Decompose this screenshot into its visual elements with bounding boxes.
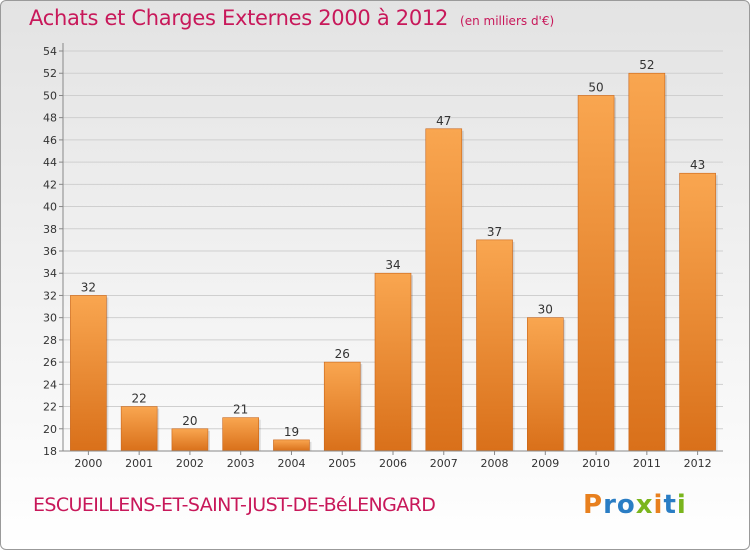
x-tick-label: 2001: [125, 457, 153, 470]
y-tick-label: 38: [43, 223, 57, 236]
x-tick-label: 2004: [277, 457, 305, 470]
bar-2005: [323, 361, 361, 452]
data-label: 30: [538, 303, 553, 317]
y-tick-label: 32: [43, 289, 57, 302]
x-tick-label: 2005: [328, 457, 356, 470]
bar-2012: [679, 172, 716, 452]
bar-2002: [171, 428, 209, 452]
data-label: 52: [639, 58, 654, 72]
proxiti-logo: Proxiti: [583, 490, 687, 520]
data-label: 32: [81, 280, 96, 294]
bar-2010: [577, 95, 615, 452]
bar-2006: [374, 272, 412, 452]
y-tick-label: 54: [43, 45, 57, 58]
data-label: 50: [588, 80, 603, 94]
x-tick-label: 2002: [176, 457, 204, 470]
y-tick-label: 18: [43, 445, 57, 458]
y-tick-label: 48: [43, 112, 57, 125]
y-tick-label: 30: [43, 312, 57, 325]
y-tick-label: 22: [43, 401, 57, 414]
y-tick-label: 28: [43, 334, 57, 347]
x-tick-label: 2007: [430, 457, 458, 470]
y-tick-label: 34: [43, 267, 57, 280]
x-tick-label: 2006: [379, 457, 407, 470]
bar-2007: [425, 128, 463, 452]
data-label: 34: [385, 258, 400, 272]
commune-name: ESCUEILLENS-ET-SAINT-JUST-DE-BéLENGARD: [33, 494, 436, 516]
data-label: 26: [335, 347, 350, 361]
y-tick-label: 24: [43, 378, 57, 391]
y-tick-label: 36: [43, 245, 57, 258]
y-tick-label: 20: [43, 423, 57, 436]
bar-2001: [120, 406, 158, 452]
y-tick-label: 42: [43, 178, 57, 191]
bars: [70, 72, 718, 452]
x-tick-label: 2008: [481, 457, 509, 470]
y-tick-label: 46: [43, 134, 57, 147]
bar-2011: [628, 72, 666, 452]
y-tick-label: 50: [43, 89, 57, 102]
logo-letter: t: [663, 490, 677, 520]
x-tick-label: 2010: [582, 457, 610, 470]
x-tick-label: 2000: [74, 457, 102, 470]
y-tick-label: 40: [43, 201, 57, 214]
data-label: 20: [182, 414, 197, 428]
bar-2009: [527, 317, 564, 452]
x-tick-label: 2011: [633, 457, 661, 470]
y-tick-label: 52: [43, 67, 57, 80]
logo-letter: P: [583, 490, 604, 520]
data-label: 22: [132, 392, 147, 406]
data-label: 43: [690, 158, 705, 172]
data-label: 47: [436, 114, 451, 128]
logo-letter: r: [603, 490, 617, 520]
x-tick-label: 2003: [227, 457, 255, 470]
logo-letter: i: [653, 490, 664, 520]
logo-letter: i: [676, 490, 687, 520]
chart-title: Achats et Charges Externes 2000 à 2012 (e…: [29, 6, 554, 30]
data-label: 37: [487, 225, 502, 239]
logo-letter: x: [635, 490, 654, 520]
bar-2008: [476, 239, 513, 452]
x-tick-label: 2009: [531, 457, 559, 470]
title-text: Achats et Charges Externes 2000 à 2012: [29, 6, 449, 30]
bar-2000: [70, 295, 107, 452]
data-label: 21: [233, 403, 248, 417]
y-tick-label: 26: [43, 356, 57, 369]
y-tick-label: 44: [43, 156, 57, 169]
logo-letter: o: [616, 490, 636, 520]
bar-2003: [222, 417, 259, 452]
data-label: 19: [284, 425, 299, 439]
x-tick-label: 2012: [684, 457, 712, 470]
bar-2004: [273, 439, 310, 452]
unit-label: (en milliers d'€): [460, 14, 555, 28]
axes: 18 20 22 24 26 28 30 32 34 36 38 40 42 44 46 48 50 52 54 20…: [43, 43, 723, 470]
labels: 32 22 20 21 19 26 34 47 37 30 50 52 43: [81, 58, 706, 439]
